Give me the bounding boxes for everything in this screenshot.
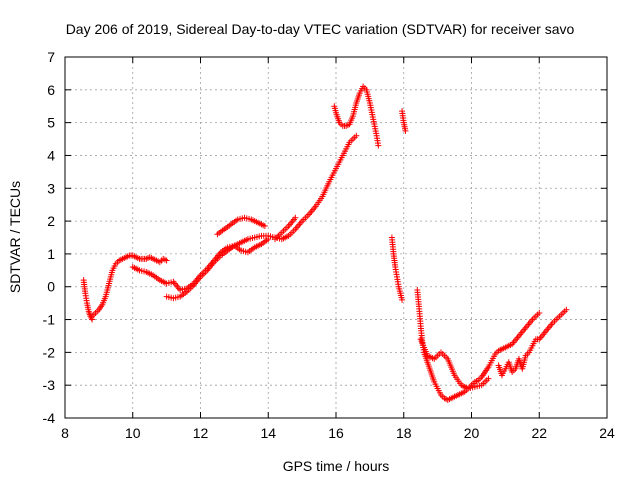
x-tick-label: 20 xyxy=(464,425,480,441)
y-axis-label: SDTVAR / TECUs xyxy=(7,181,23,293)
data-point xyxy=(485,375,492,382)
x-tick-label: 24 xyxy=(599,425,615,441)
series-arc-c xyxy=(129,236,272,294)
y-tick-label: 4 xyxy=(47,147,55,163)
x-tick-label: 14 xyxy=(260,425,276,441)
y-tick-label: -3 xyxy=(43,377,56,393)
x-tick-label: 8 xyxy=(61,425,69,441)
x-tick-label: 18 xyxy=(396,425,412,441)
y-tick-label: 3 xyxy=(47,180,55,196)
x-tick-label: 12 xyxy=(193,425,209,441)
data-point xyxy=(163,257,170,264)
y-tick-label: 1 xyxy=(47,246,55,262)
data-point xyxy=(292,214,299,221)
series-arc-g xyxy=(331,83,382,149)
data-point xyxy=(536,309,543,316)
y-tick-label: 0 xyxy=(47,279,55,295)
data-point xyxy=(375,142,382,149)
y-tick-label: -2 xyxy=(43,344,56,360)
y-tick-label: -1 xyxy=(43,312,56,328)
data-point xyxy=(402,127,409,134)
series-arc-d xyxy=(163,132,360,302)
series-arc-f xyxy=(272,214,299,243)
grid-lines xyxy=(65,57,607,418)
data-point xyxy=(261,223,268,230)
series-arc-k xyxy=(417,336,492,392)
y-tick-label: -4 xyxy=(43,410,56,426)
data-point xyxy=(353,132,360,139)
x-axis-label: GPS time / hours xyxy=(283,458,390,474)
series-arc-e xyxy=(214,214,268,238)
data-point xyxy=(399,296,406,303)
y-tick-label: 6 xyxy=(47,82,55,98)
series-arc-j xyxy=(414,287,543,403)
series-arc-a xyxy=(80,277,96,323)
series-arc-i xyxy=(388,234,406,303)
series-arc-h xyxy=(399,108,409,134)
y-tick-label: 7 xyxy=(47,49,55,65)
x-tick-label: 10 xyxy=(125,425,141,441)
data-point xyxy=(563,306,570,313)
data-points xyxy=(80,83,570,403)
series-arc-b xyxy=(89,252,170,320)
x-tick-label: 16 xyxy=(328,425,344,441)
series-arc-l xyxy=(495,306,570,379)
y-tick-label: 5 xyxy=(47,115,55,131)
y-tick-label: 2 xyxy=(47,213,55,229)
x-tick-label: 22 xyxy=(531,425,547,441)
chart-title: Day 206 of 2019, Sidereal Day-to-day VTE… xyxy=(66,21,575,37)
